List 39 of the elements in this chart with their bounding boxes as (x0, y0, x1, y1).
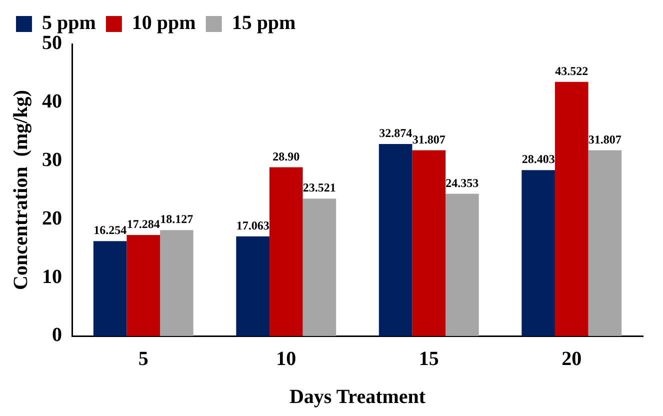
bar (588, 150, 622, 336)
data-label: 16.254 (94, 223, 127, 238)
bar (522, 170, 555, 336)
bar (269, 167, 303, 336)
y-tick-label: 10 (42, 266, 62, 288)
data-label: 18.127 (160, 212, 194, 226)
bar (126, 235, 160, 336)
bar (412, 150, 446, 336)
bar (236, 236, 270, 336)
bar (378, 144, 412, 336)
data-label: 17.063 (236, 218, 270, 232)
data-label: 28.403 (522, 152, 555, 166)
y-tick-label: 40 (42, 90, 62, 113)
x-tick-label: 5 (138, 348, 148, 370)
bar (554, 82, 588, 336)
bar (302, 198, 336, 336)
data-label: 43.522 (555, 64, 588, 78)
data-label: 23.521 (302, 180, 336, 195)
data-label: 28.90 (272, 149, 300, 164)
data-label: 31.807 (412, 132, 446, 146)
y-tick-label: 0 (52, 324, 62, 346)
legend-label: 15 ppm (232, 12, 296, 34)
legend-label: 10 ppm (132, 12, 196, 34)
bar (160, 230, 194, 336)
x-tick-label: 20 (562, 348, 582, 370)
y-tick-label: 50 (42, 32, 62, 54)
x-axis-title: Days Treatment (289, 386, 426, 408)
y-tick-label: 20 (42, 207, 62, 230)
data-label: 24.353 (446, 176, 479, 190)
y-axis-title: Concentration (mg/kg) (10, 90, 32, 290)
bar (446, 194, 479, 336)
y-tick-label: 30 (42, 148, 62, 171)
data-label: 17.284 (126, 217, 160, 232)
data-label: 32.874 (379, 126, 412, 140)
data-label: 31.807 (588, 132, 622, 146)
bar (93, 241, 127, 336)
x-tick-label: 10 (276, 348, 296, 370)
x-tick-label: 15 (418, 348, 439, 370)
legend-label: 5 ppm (42, 12, 96, 34)
